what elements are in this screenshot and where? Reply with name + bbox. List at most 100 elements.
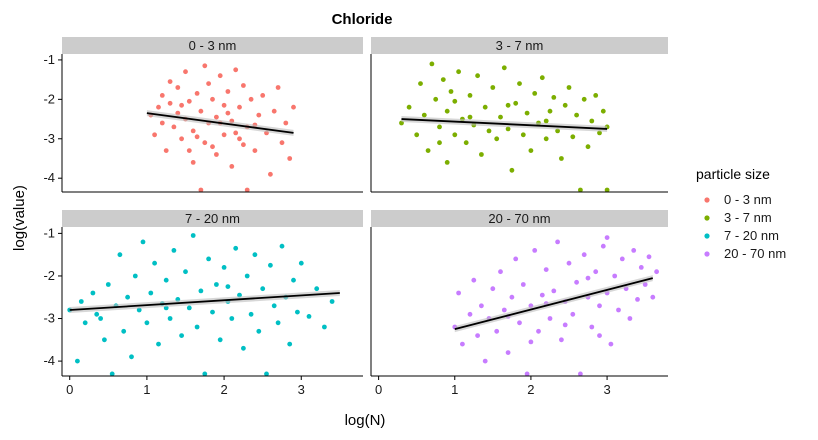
data-point [271, 108, 277, 114]
data-point [456, 69, 461, 75]
data-point [98, 316, 103, 321]
legend-label: 20 - 70 nm [724, 246, 786, 261]
data-point [505, 126, 511, 132]
data-point [635, 297, 640, 302]
facet-panel: 3 - 7 nm [370, 37, 668, 193]
data-point [600, 108, 606, 114]
data-point [171, 248, 177, 253]
data-point [283, 120, 289, 126]
data-point [210, 96, 215, 102]
data-point [298, 260, 304, 266]
data-point [159, 120, 165, 126]
data-point [475, 333, 480, 338]
x-tick-label: 0 [375, 382, 382, 397]
data-point [175, 85, 181, 90]
data-point [490, 85, 496, 90]
legend-swatch [704, 233, 710, 239]
data-point [237, 104, 242, 110]
data-point [244, 187, 250, 193]
data-point [585, 144, 591, 150]
data-point [214, 114, 219, 120]
data-point [581, 96, 587, 102]
legend-item: 3 - 7 nm [704, 210, 772, 225]
data-point [520, 132, 526, 138]
data-point [287, 156, 293, 161]
data-point [467, 311, 473, 317]
data-point [501, 65, 507, 71]
facet-strip [371, 37, 668, 54]
data-point [190, 160, 196, 165]
data-point [532, 91, 538, 96]
data-point [513, 256, 519, 262]
y-tick-label: -4 [43, 170, 55, 185]
data-point [498, 269, 503, 275]
data-point [482, 358, 488, 364]
data-point [322, 324, 327, 330]
facet-strip-label: 0 - 3 nm [189, 38, 237, 53]
data-point [559, 337, 564, 343]
data-point [539, 292, 545, 298]
data-point [638, 265, 644, 270]
data-point [306, 314, 312, 319]
data-point [167, 79, 173, 84]
data-point [233, 67, 239, 73]
data-point [109, 371, 115, 377]
data-point [75, 358, 80, 364]
data-point [260, 286, 266, 292]
data-point [194, 91, 200, 96]
data-point [214, 152, 219, 157]
facet-panel: 7 - 20 nm -1 -2 -3 -4 0 1 2 3 [43, 210, 363, 397]
data-point [429, 61, 435, 67]
data-point [444, 108, 450, 114]
y-tick-label: -4 [43, 353, 55, 368]
data-point [186, 305, 192, 311]
legend-swatch [704, 251, 710, 257]
data-point [486, 128, 492, 134]
data-point [260, 93, 266, 98]
data-point [452, 132, 458, 138]
data-point [194, 324, 200, 330]
data-point [528, 339, 534, 345]
data-point [505, 350, 511, 355]
data-point [329, 299, 335, 304]
data-point [505, 102, 511, 108]
data-point [136, 307, 142, 313]
data-point [597, 333, 602, 338]
data-point [490, 286, 496, 292]
data-point [198, 187, 204, 193]
y-tick-label: -2 [43, 91, 55, 106]
legend-item: 0 - 3 nm [704, 192, 772, 207]
data-point [574, 112, 579, 118]
data-point [214, 282, 219, 287]
data-point [82, 320, 88, 326]
legend: particle size 0 - 3 nm 3 - 7 nm 7 - 20 nm 2… [696, 166, 786, 261]
data-point [229, 164, 235, 169]
facet-strip-label: 20 - 70 nm [488, 211, 550, 226]
data-point [291, 104, 296, 110]
data-point [102, 337, 107, 343]
fit-line [69, 292, 340, 311]
data-point [252, 148, 258, 154]
data-point [198, 108, 204, 114]
data-point [202, 371, 208, 377]
data-point [562, 322, 568, 328]
data-point [494, 328, 500, 334]
data-point [509, 294, 515, 300]
legend-label: 0 - 3 nm [724, 192, 772, 207]
data-point [156, 341, 161, 347]
data-point [221, 102, 227, 108]
data-point [78, 299, 84, 304]
data-point [171, 124, 177, 130]
data-point [279, 140, 285, 146]
data-point [233, 130, 239, 136]
legend-item: 7 - 20 nm [704, 228, 779, 243]
data-point [608, 341, 614, 347]
data-point [237, 136, 242, 142]
data-point [229, 316, 235, 321]
data-point [406, 104, 412, 110]
y-tick-label: -3 [43, 311, 55, 326]
facet-strip [62, 37, 363, 54]
data-point [543, 118, 549, 124]
y-tick-label: -3 [43, 131, 55, 146]
data-point [547, 108, 553, 114]
